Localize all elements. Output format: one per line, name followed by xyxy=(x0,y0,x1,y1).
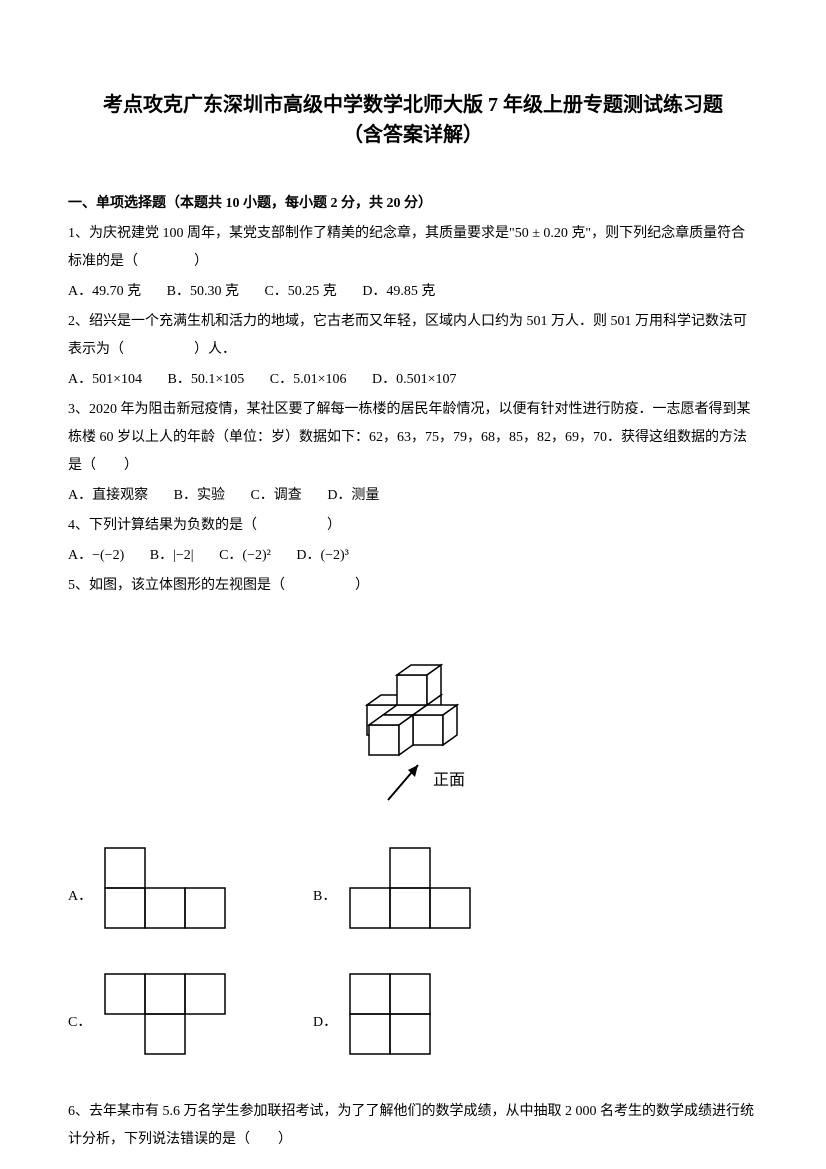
question-6: 6、去年某市有 5.6 万名学生参加联招考试，为了了解他们的数学成绩，从中抽取 … xyxy=(68,1098,758,1154)
question-1: 1、为庆祝建党 100 周年，某党支部制作了精美的纪念章，其质量要求是"50 ±… xyxy=(68,220,758,276)
q1-opt-a: A．49.70 克 xyxy=(68,278,141,306)
q4-opt-b: B．|−2| xyxy=(150,542,194,570)
q5-ans-b-shape xyxy=(348,846,478,947)
q5-ans-c-shape xyxy=(103,972,233,1073)
q1-opt-c: C．50.25 克 xyxy=(264,278,336,306)
q5-ans-d-shape xyxy=(348,972,478,1073)
option-d-icon xyxy=(348,972,478,1062)
q2-opt-d: D．0.501×107 xyxy=(372,366,457,394)
q5-ans-d-label: D． xyxy=(313,1009,348,1037)
option-c-icon xyxy=(103,972,233,1062)
q5-ans-b-label: B． xyxy=(313,883,348,911)
section-header: 一、单项选择题（本题共 10 小题，每小题 2 分，共 20 分） xyxy=(68,190,758,218)
q3-opt-c: C．调查 xyxy=(250,482,301,510)
title-line-1: 考点攻克广东深圳市高级中学数学北师大版 7 年级上册专题测试练习题 xyxy=(68,90,758,120)
q4-opt-a: A．−(−2) xyxy=(68,542,124,570)
q3-options: A．直接观察 B．实验 C．调查 D．测量 xyxy=(68,482,758,510)
q2-opt-a: A．501×104 xyxy=(68,366,142,394)
q5-ans-a-label: A． xyxy=(68,883,103,911)
q5-ans-c-label: C． xyxy=(68,1009,103,1037)
question-3: 3、2020 年为阻击新冠疫情，某社区要了解每一栋楼的居民年龄情况，以便有针对性… xyxy=(68,396,758,480)
q2-options: A．501×104 B．50.1×105 C．5.01×106 D．0.501×… xyxy=(68,366,758,394)
question-5: 5、如图，该立体图形的左视图是（ ） xyxy=(68,572,758,600)
q5-ans-a-shape xyxy=(103,846,233,947)
q2-opt-b: B．50.1×105 xyxy=(168,366,245,394)
question-2: 2、绍兴是一个充满生机和活力的地域，它古老而又年轻，区域内人口约为 501 万人… xyxy=(68,308,758,364)
q1-options: A．49.70 克 B．50.30 克 C．50.25 克 D．49.85 克 xyxy=(68,278,758,306)
q5-answer-options: A． B． C． D． xyxy=(68,846,758,1073)
option-b-icon xyxy=(348,846,478,936)
q1-opt-b: B．50.30 克 xyxy=(167,278,239,306)
q3-opt-d: D．测量 xyxy=(327,482,379,510)
option-a-icon xyxy=(103,846,233,936)
svg-text:正面: 正面 xyxy=(433,772,465,789)
title-line-2: （含答案详解） xyxy=(68,120,758,150)
q2-opt-c: C．5.01×106 xyxy=(270,366,347,394)
q5-figure: 正面 xyxy=(68,615,758,826)
question-4: 4、下列计算结果为负数的是（ ） xyxy=(68,512,758,540)
cube-3d-icon: 正面 xyxy=(313,615,513,815)
q4-opt-d: D．(−2)³ xyxy=(296,542,349,570)
q1-opt-d: D．49.85 克 xyxy=(362,278,435,306)
q4-options: A．−(−2) B．|−2| C．(−2)² D．(−2)³ xyxy=(68,542,758,570)
q3-opt-b: B．实验 xyxy=(174,482,225,510)
q3-opt-a: A．直接观察 xyxy=(68,482,148,510)
q4-opt-c: C．(−2)² xyxy=(219,542,271,570)
